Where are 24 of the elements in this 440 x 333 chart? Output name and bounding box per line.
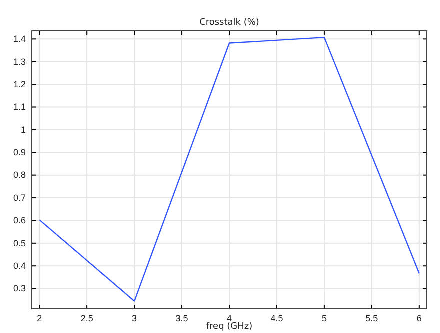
y-tick-label: 0.3	[13, 284, 26, 294]
x-axis-title: freq (GHz)	[206, 322, 253, 332]
x-tick-label: 6	[416, 313, 422, 324]
y-tick-label: 1.2	[13, 79, 26, 90]
x-tick-label: 2.5	[80, 313, 94, 324]
x-tick-label: 2	[37, 313, 42, 324]
y-tick-label: 0.7	[13, 192, 26, 203]
chart-title: Crosstalk (%)	[200, 18, 260, 28]
y-tick-label: 0.5	[13, 238, 26, 248]
y-tick-label: 0.9	[13, 148, 26, 158]
x-tick-label: 4	[226, 313, 232, 324]
y-tick-label: 1.4	[13, 34, 26, 44]
y-tick-label: 1.1	[13, 102, 26, 112]
x-tick-label: 5	[322, 313, 327, 324]
x-tick-label: 5.5	[366, 313, 378, 324]
x-tick-label: 3	[132, 313, 138, 324]
y-tick-label: 0.8	[13, 170, 26, 180]
line-series	[38, 36, 420, 302]
x-tick-label: 4.5	[270, 313, 284, 324]
y-tick-label: 0.6	[13, 216, 26, 226]
x-tick-label: 3.5	[176, 313, 188, 324]
y-tick-label: 0.4	[13, 260, 26, 271]
y-tick-label: 1	[20, 124, 26, 135]
y-tick-label: 1.3	[13, 56, 26, 67]
